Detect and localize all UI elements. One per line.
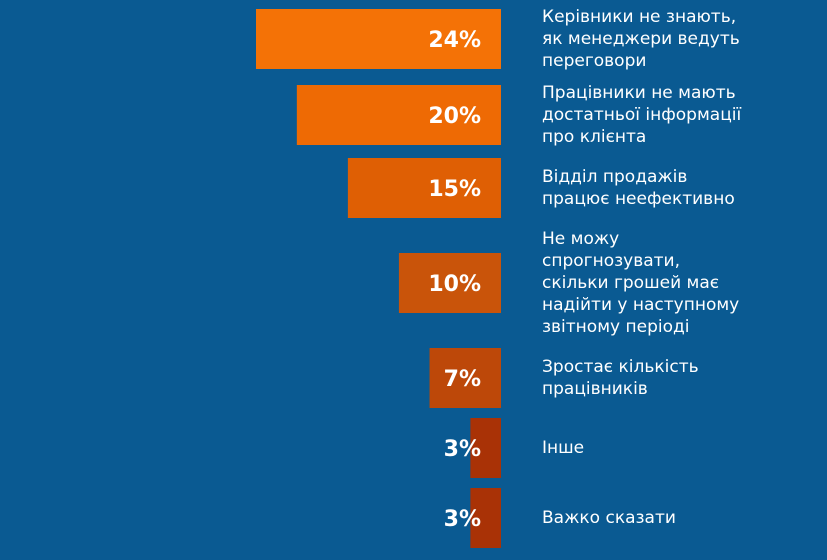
bar-value-label: 3% [444, 507, 481, 532]
bar [296, 85, 501, 145]
bars-group: 24% Керівники не знають, як менеджери веду… [256, 7, 741, 548]
bar [470, 488, 501, 548]
bar [256, 9, 501, 69]
bar-value-label: 24% [428, 28, 481, 53]
bar-value-label: 10% [428, 272, 481, 297]
bar-value-label: 3% [444, 437, 481, 462]
category-label: Керівники не знають, як менеджери ведуть п… [542, 7, 740, 71]
category-label: Важко сказати [542, 508, 676, 528]
bar [429, 348, 501, 408]
category-label: Не можу спрогнозувати, скільки грошей має н… [542, 229, 739, 337]
bar [347, 158, 501, 218]
bar [470, 418, 501, 478]
category-label: Працівники не мають достатньої інформації… [542, 83, 741, 147]
bar-value-label: 20% [428, 104, 481, 129]
bar [398, 253, 501, 313]
bar-value-label: 7% [444, 367, 481, 392]
category-label: Інше [542, 438, 584, 458]
bar-value-label: 15% [428, 177, 481, 202]
category-label: Відділ продажів працює неефективно [542, 167, 735, 209]
category-label: Зростає кількість працівників [542, 357, 699, 399]
